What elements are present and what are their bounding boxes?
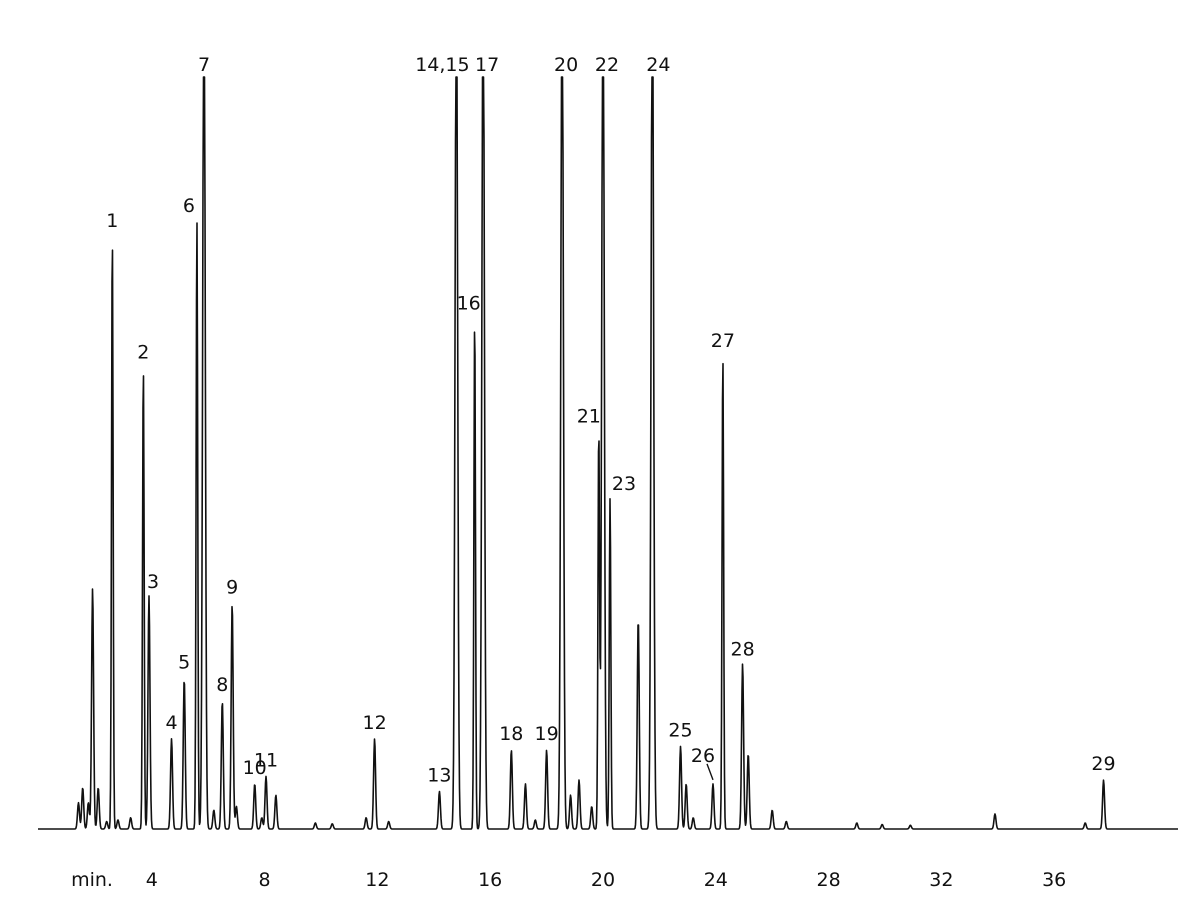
x-tick-label-8: 8 bbox=[259, 869, 271, 891]
peak-label-5: 5 bbox=[178, 652, 190, 674]
peak-label-20: 20 bbox=[554, 54, 578, 76]
x-tick-label-20: 20 bbox=[591, 869, 615, 891]
peak-label-6: 6 bbox=[183, 195, 195, 217]
peak-label-25: 25 bbox=[668, 719, 692, 741]
peak-label-11: 11 bbox=[254, 749, 278, 771]
x-tick-label-32: 32 bbox=[929, 869, 953, 891]
peak-label-1: 1 bbox=[106, 210, 118, 232]
peak-label-8: 8 bbox=[216, 674, 228, 696]
peak-label-13: 13 bbox=[427, 764, 451, 786]
x-tick-label-36: 36 bbox=[1042, 869, 1066, 891]
x-tick-label-16: 16 bbox=[478, 869, 502, 891]
peak-label-23: 23 bbox=[612, 473, 636, 495]
peak-label-9: 9 bbox=[226, 576, 238, 598]
peak-label-28: 28 bbox=[731, 639, 755, 661]
x-tick-label-12: 12 bbox=[365, 869, 389, 891]
peak-label-19: 19 bbox=[535, 723, 559, 745]
x-tick-label-4: 4 bbox=[146, 869, 158, 891]
peak-label-21: 21 bbox=[577, 405, 601, 427]
peak-label-2: 2 bbox=[137, 342, 149, 364]
peak-label-29: 29 bbox=[1091, 753, 1115, 775]
peak-label-22: 22 bbox=[595, 54, 619, 76]
peak-label-24: 24 bbox=[646, 54, 670, 76]
chromatogram-trace bbox=[37, 76, 1179, 830]
peak-label-7: 7 bbox=[198, 54, 210, 76]
x-axis-tick-labels: 4 8 12 16 20 24 28 32 36 bbox=[146, 869, 1067, 891]
peak-label-18: 18 bbox=[499, 723, 523, 745]
peak-label-17: 17 bbox=[475, 54, 499, 76]
x-tick-label-28: 28 bbox=[817, 869, 841, 891]
peak-label-12: 12 bbox=[363, 712, 387, 734]
peak-label-27: 27 bbox=[711, 330, 735, 352]
peak-label-26: 26 bbox=[691, 745, 715, 767]
peak-label-4: 4 bbox=[165, 712, 177, 734]
x-axis-unit-label: min. bbox=[71, 869, 113, 891]
peak-label-3: 3 bbox=[147, 571, 159, 593]
x-tick-label-24: 24 bbox=[704, 869, 728, 891]
peak-26-leader-line bbox=[706, 763, 714, 781]
peak-label-14-15: 14,15 bbox=[415, 54, 469, 76]
peak-label-16: 16 bbox=[457, 293, 481, 315]
peak-label-10: 10 bbox=[243, 757, 267, 779]
